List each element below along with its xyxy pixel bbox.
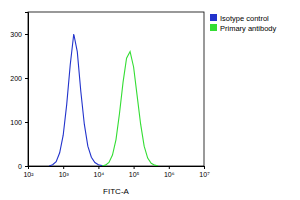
x-tick-mark <box>204 166 205 169</box>
plot-frame <box>28 12 204 166</box>
x-tick-label: 10³ <box>59 171 70 178</box>
x-axis-line <box>29 167 205 170</box>
y-tick: 300 <box>10 31 28 38</box>
legend-label: Isotype control <box>220 14 269 23</box>
x-tick: 10² <box>23 166 34 178</box>
y-tick-label: 200 <box>10 75 22 82</box>
y-tick-mark <box>25 122 28 123</box>
x-tick-mark <box>63 166 64 169</box>
y-tick: 100 <box>10 119 28 126</box>
y-tick-mark <box>25 166 28 167</box>
x-tick-mark <box>134 166 135 169</box>
x-tick-label: 10² <box>23 171 34 178</box>
x-tick-label: 10⁷ <box>199 171 210 178</box>
plot-area <box>49 34 158 166</box>
histogram-line <box>49 34 105 166</box>
y-tick: 200 <box>10 75 28 82</box>
x-tick: 10⁴ <box>94 166 105 178</box>
x-tick-mark <box>98 166 99 169</box>
x-tick-label: 10⁴ <box>94 171 105 178</box>
y-tick-label: 0 <box>18 163 22 170</box>
x-tick: 10³ <box>59 166 70 178</box>
legend: Isotype controlPrimary antibody <box>210 14 277 33</box>
y-axis-line <box>25 13 29 167</box>
x-tick-label: 10⁵ <box>129 171 140 178</box>
y-tick: 0 <box>18 163 28 170</box>
y-tick-label: 300 <box>10 31 22 38</box>
legend-swatch <box>210 24 217 31</box>
x-tick: 10⁷ <box>199 166 210 178</box>
x-tick-label: 10⁶ <box>164 171 175 178</box>
legend-label: Primary antibody <box>220 24 277 33</box>
y-tick-label: 100 <box>10 119 22 126</box>
y-axis: 0 100 200 300 <box>10 13 28 170</box>
x-tick-mark <box>169 166 170 169</box>
histogram-line <box>102 52 158 166</box>
x-tick: 10⁶ <box>164 166 175 178</box>
x-tick: 10⁵ <box>129 166 140 178</box>
y-tick-mark <box>25 34 28 35</box>
y-tick-mark <box>25 78 28 79</box>
x-axis-title: FITC-A <box>103 187 129 196</box>
x-axis: 10² 10³ 10⁴ 10⁵ 10⁶ 10⁷ <box>23 166 210 178</box>
chart: 10² 10³ 10⁴ 10⁵ 10⁶ 10⁷ 0 100 200 300 FITC-A Isotyp… <box>0 0 300 200</box>
legend-swatch <box>210 14 217 21</box>
